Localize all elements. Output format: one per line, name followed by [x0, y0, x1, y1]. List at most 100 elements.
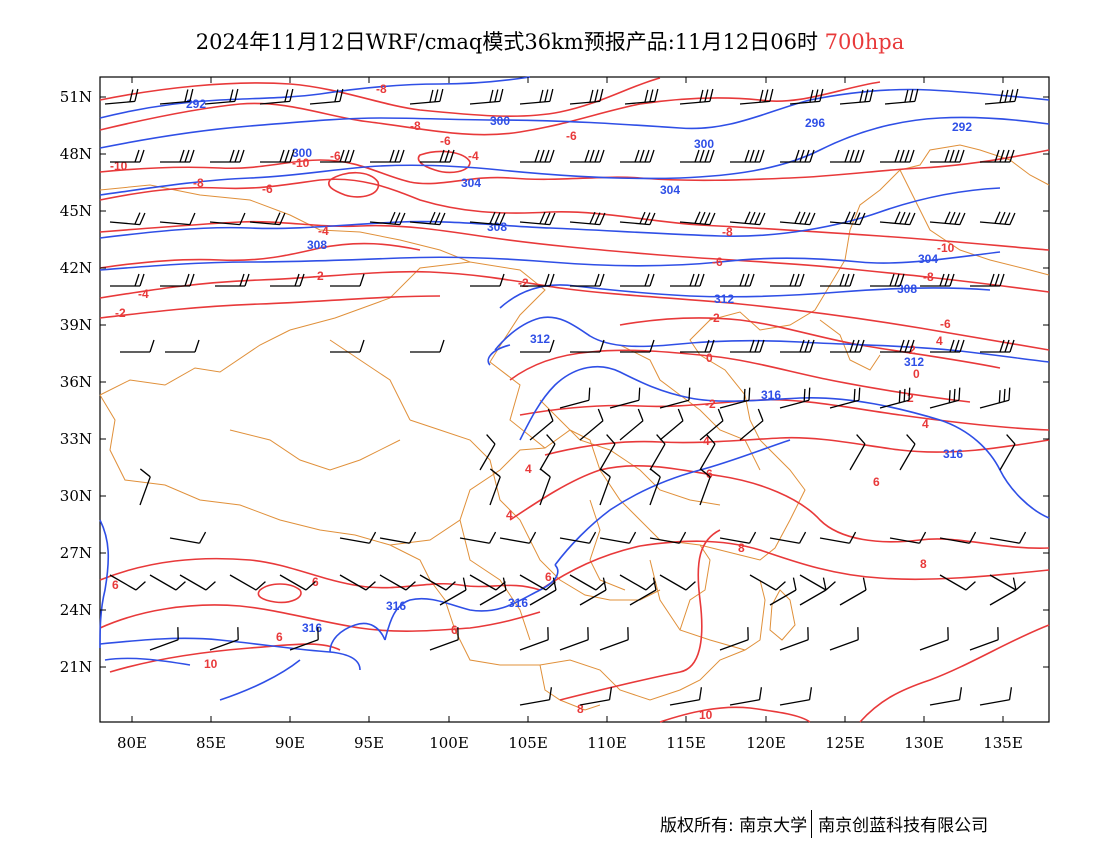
- wind-barb: [229, 574, 266, 591]
- wind-barb: [519, 687, 553, 706]
- axis-ticks: [100, 77, 1049, 722]
- wind-barb: [930, 339, 965, 353]
- y-tick-label: 30N: [60, 487, 92, 505]
- wind-barb: [529, 408, 554, 441]
- wind-barb: [520, 339, 555, 353]
- wind-barb: [204, 88, 239, 105]
- wind-barb: [609, 387, 641, 409]
- wind-barb: [570, 149, 605, 163]
- wind-barb: [619, 408, 644, 441]
- wind-barb: [539, 468, 551, 506]
- wind-barb: [739, 408, 764, 441]
- wind-barb: [259, 88, 294, 105]
- wind-barb: [420, 149, 455, 163]
- temperature-label: 4: [525, 462, 532, 476]
- y-tick-label: 45N: [60, 202, 92, 220]
- temperature-label: -6: [330, 149, 341, 163]
- wind-barb: [779, 627, 809, 651]
- wind-barb: [520, 273, 555, 287]
- x-tick-label: 120E: [746, 734, 786, 752]
- wind-barb: [769, 531, 807, 544]
- temperature-label: 6: [545, 570, 552, 584]
- title-main: 2024年11月12日WRF/cmaq模式36km预报产品:11月12日06时: [195, 30, 818, 54]
- wind-barb: [149, 574, 186, 591]
- wind-barb: [309, 88, 344, 105]
- temperature-label: 0: [706, 351, 713, 365]
- wind-barb: [330, 273, 365, 287]
- temperature-label: 4: [703, 434, 710, 448]
- wind-barb: [749, 574, 786, 591]
- temperature-label: -2: [115, 306, 126, 320]
- wind-barb: [519, 211, 556, 226]
- wind-barb: [260, 149, 295, 163]
- x-tick-label: 130E: [904, 734, 944, 752]
- wind-barb: [570, 339, 605, 353]
- wind-barb: [370, 149, 405, 163]
- y-tick-label: 21N: [60, 658, 92, 676]
- temperature-label: -6: [440, 134, 451, 148]
- wind-barb: [520, 149, 555, 163]
- map-title: 2024年11月12日WRF/cmaq模式36km预报产品:11月12日06时 …: [0, 26, 1100, 56]
- wind-barb: [459, 531, 497, 544]
- temperature-label: -10: [937, 241, 955, 255]
- wind-barb: [720, 273, 755, 287]
- temperature-label: 8: [577, 702, 584, 716]
- x-tick-label: 100E: [429, 734, 469, 752]
- wind-barb: [499, 531, 537, 544]
- wind-barb: [379, 574, 416, 591]
- wind-barb: [215, 273, 250, 287]
- x-tick-label: 125E: [825, 734, 865, 752]
- temperature-label: -6: [566, 129, 577, 143]
- height-label: 308: [307, 238, 327, 252]
- wind-barb: [819, 531, 857, 544]
- copyright-company: 南京创蓝科技有限公司: [818, 816, 989, 836]
- wind-barb: [669, 687, 703, 706]
- wind-barb: [719, 531, 757, 544]
- wind-barb: [620, 339, 655, 353]
- height-label: 304: [660, 183, 680, 197]
- temperature-label: 2: [909, 343, 916, 357]
- height-label: 316: [508, 596, 528, 610]
- height-label: 316: [302, 621, 322, 635]
- wind-barb: [984, 88, 1019, 105]
- temperature-label: 6: [706, 467, 713, 481]
- height-label: 312: [714, 292, 734, 306]
- wind-barb: [879, 211, 916, 226]
- wind-barb: [799, 577, 827, 606]
- temperature-label: -2: [518, 276, 529, 290]
- y-tick-label: 51N: [60, 88, 92, 106]
- wind-barb: [880, 339, 915, 353]
- wind-barb: [599, 468, 611, 506]
- wind-barb: [599, 627, 629, 651]
- wind-barb: [469, 574, 506, 591]
- x-tick-label: 115E: [666, 734, 706, 752]
- wind-barb: [779, 687, 813, 706]
- wind-barb: [659, 574, 696, 591]
- wind-barb: [989, 577, 1017, 606]
- wind-barb: [679, 88, 714, 105]
- wind-barb: [104, 88, 139, 105]
- wind-barb: [339, 574, 376, 591]
- wind-barb: [979, 211, 1016, 226]
- wind-barb: [579, 687, 613, 706]
- wind-barb: [729, 687, 763, 706]
- wind-barb: [849, 434, 866, 471]
- wind-barb: [469, 88, 504, 105]
- wind-barb: [559, 387, 591, 409]
- wind-barb: [379, 531, 417, 544]
- wind-barb: [929, 687, 963, 706]
- wind-barb: [629, 577, 657, 606]
- wind-barb: [109, 574, 146, 591]
- wind-barb: [670, 273, 705, 287]
- temperature-label: 4: [936, 334, 943, 348]
- wind-barb: [439, 577, 467, 606]
- wind-barb: [839, 577, 867, 606]
- temperature-label: -4: [468, 149, 479, 163]
- wind-barb: [699, 468, 711, 506]
- wind-barb: [719, 627, 749, 651]
- height-label: 316: [943, 447, 963, 461]
- wind-barb: [619, 211, 656, 226]
- wind-barb: [930, 149, 965, 163]
- wind-barb: [989, 531, 1027, 544]
- wind-barb: [730, 149, 765, 163]
